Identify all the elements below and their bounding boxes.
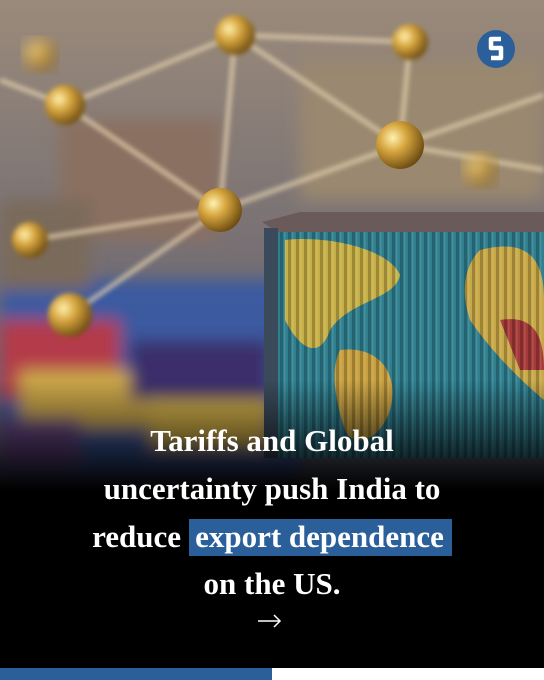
progress-filled bbox=[0, 668, 272, 680]
headline-line: uncertainty push India to bbox=[103, 471, 441, 506]
headline-line: Tariffs and Global bbox=[150, 423, 394, 458]
headline-text: reduce bbox=[92, 519, 182, 554]
network-nodes bbox=[12, 15, 496, 337]
fade bbox=[0, 380, 544, 490]
headline-line: on the US. bbox=[203, 566, 341, 601]
headline-highlight: export dependence bbox=[189, 519, 452, 556]
headline-line: reduce export dependence bbox=[0, 517, 544, 557]
progress-rest bbox=[272, 668, 544, 680]
network-lines bbox=[0, 32, 544, 318]
logo bbox=[477, 30, 515, 68]
next-arrow bbox=[258, 614, 282, 628]
